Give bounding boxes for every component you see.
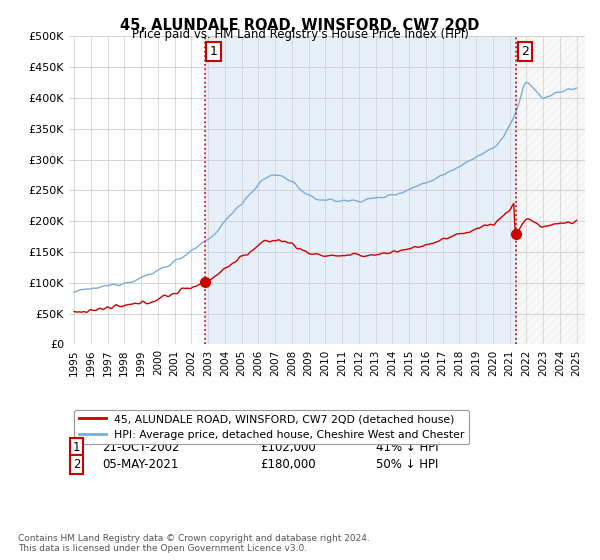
- Text: 50% ↓ HPI: 50% ↓ HPI: [376, 458, 439, 471]
- Text: Price paid vs. HM Land Registry's House Price Index (HPI): Price paid vs. HM Land Registry's House …: [131, 28, 469, 41]
- Text: 2: 2: [521, 45, 529, 58]
- Text: Contains HM Land Registry data © Crown copyright and database right 2024.
This d: Contains HM Land Registry data © Crown c…: [18, 534, 370, 553]
- Text: 41% ↓ HPI: 41% ↓ HPI: [376, 441, 439, 454]
- Text: 1: 1: [209, 45, 217, 58]
- Legend: 45, ALUNDALE ROAD, WINSFORD, CW7 2QD (detached house), HPI: Average price, detac: 45, ALUNDALE ROAD, WINSFORD, CW7 2QD (de…: [74, 410, 469, 444]
- Bar: [516, 36, 585, 344]
- Text: 21-OCT-2002: 21-OCT-2002: [103, 441, 180, 454]
- Text: 45, ALUNDALE ROAD, WINSFORD, CW7 2QD: 45, ALUNDALE ROAD, WINSFORD, CW7 2QD: [121, 18, 479, 33]
- Text: £180,000: £180,000: [260, 458, 316, 471]
- Text: 1: 1: [73, 441, 80, 454]
- Text: £102,000: £102,000: [260, 441, 316, 454]
- Bar: [205, 36, 516, 344]
- Text: 2: 2: [73, 458, 80, 471]
- Text: 05-MAY-2021: 05-MAY-2021: [103, 458, 179, 471]
